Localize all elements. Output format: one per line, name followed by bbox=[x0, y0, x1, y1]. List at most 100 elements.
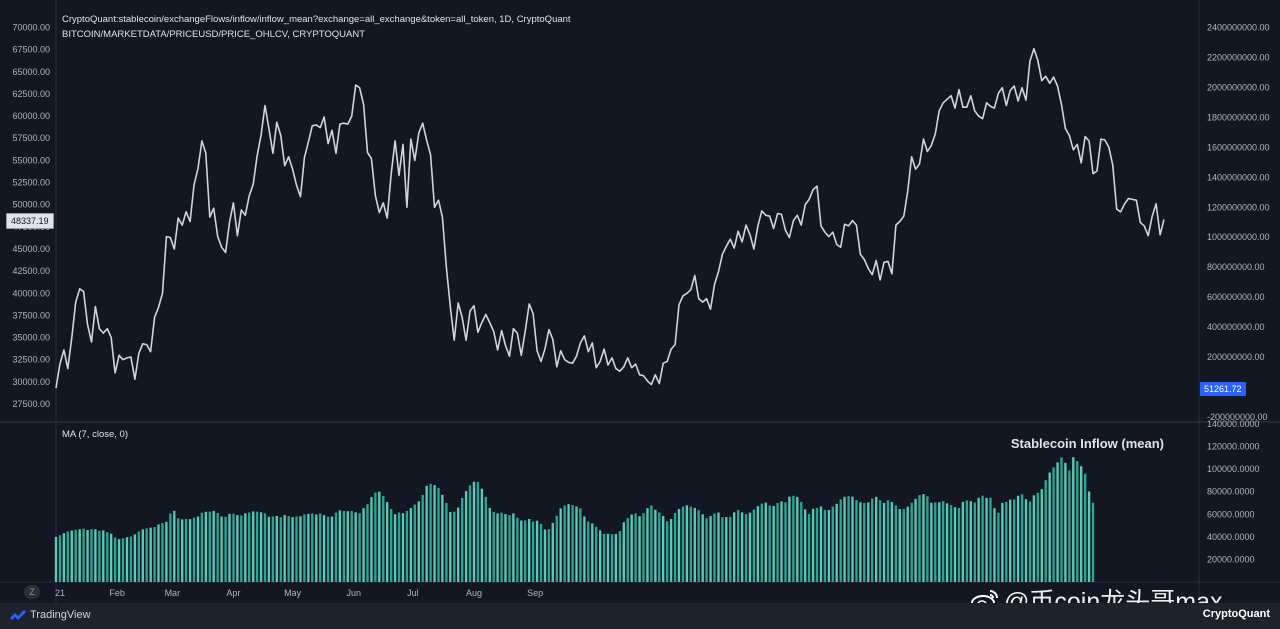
inflow-bar bbox=[551, 522, 554, 582]
inflow-bar bbox=[279, 517, 282, 582]
inflow-bar bbox=[315, 514, 318, 582]
inflow-bar bbox=[82, 528, 85, 582]
inflow-bar bbox=[729, 516, 732, 582]
inflow-bar bbox=[764, 502, 767, 582]
inflow-bar bbox=[196, 516, 200, 582]
inflow-bar bbox=[133, 534, 137, 582]
header-series-line1[interactable]: CryptoQuant:stablecoin/exchangeFlows/inf… bbox=[62, 14, 571, 25]
inflow-axis-tick-label: 60000.0000 bbox=[1207, 509, 1255, 519]
inflow-bar bbox=[654, 509, 657, 582]
right-axis-tick-label: 2000000000.00 bbox=[1207, 82, 1270, 92]
inflow-bar bbox=[319, 513, 322, 582]
inflow-bar bbox=[484, 496, 487, 582]
tradingview-label: TradingView bbox=[30, 609, 91, 621]
inflow-bar bbox=[855, 500, 858, 582]
inflow-bar bbox=[165, 521, 168, 582]
inflow-bar bbox=[942, 501, 945, 582]
btc-price-line bbox=[55, 47, 1165, 389]
inflow-bar bbox=[330, 516, 334, 582]
inflow-bar bbox=[583, 516, 586, 582]
inflow-bar bbox=[831, 506, 834, 582]
inflow-bar bbox=[161, 523, 164, 582]
inflow-bar bbox=[433, 485, 436, 582]
inflow-bar bbox=[780, 501, 783, 582]
inflow-bar bbox=[610, 534, 614, 582]
right-axis-tick-label: 2400000000.00 bbox=[1207, 23, 1270, 33]
right-axis-tick-label: -200000000.00 bbox=[1207, 412, 1268, 422]
inflow-bar bbox=[606, 533, 610, 582]
inflow-bar bbox=[216, 513, 219, 582]
inflow-bar bbox=[681, 506, 685, 582]
inflow-bar bbox=[1028, 501, 1032, 582]
inflow-bar bbox=[1056, 462, 1059, 582]
ma-indicator-label[interactable]: MA (7, close, 0) bbox=[62, 429, 128, 440]
inflow-bar bbox=[969, 501, 972, 582]
inflow-bar bbox=[393, 514, 397, 582]
inflow-bar bbox=[200, 512, 204, 582]
inflow-bar bbox=[563, 505, 566, 582]
inflow-bar bbox=[535, 520, 539, 582]
right-axis-tick-label: 1600000000.00 bbox=[1207, 142, 1270, 152]
inflow-bar bbox=[1060, 457, 1063, 582]
tradingview-logo[interactable]: TradingView bbox=[10, 609, 91, 621]
inflow-bar bbox=[973, 502, 976, 582]
right-axis-tick-label: 2200000000.00 bbox=[1207, 52, 1270, 62]
inflow-bar bbox=[157, 524, 160, 582]
inflow-bar bbox=[106, 532, 109, 582]
inflow-bar bbox=[701, 514, 704, 582]
price-axis-tick-label: 52500.00 bbox=[12, 178, 50, 188]
zoom-reset-button[interactable]: Z bbox=[24, 585, 40, 599]
inflow-bar bbox=[1024, 499, 1028, 582]
inflow-bar bbox=[1087, 491, 1091, 582]
inflow-bar bbox=[669, 519, 673, 582]
inflow-bar bbox=[599, 530, 602, 582]
inflow-bar bbox=[102, 530, 105, 582]
inflow-bar bbox=[788, 496, 791, 582]
inflow-bar bbox=[835, 503, 838, 582]
inflow-bar bbox=[965, 500, 969, 582]
inflow-bar bbox=[709, 516, 712, 582]
inflow-bar bbox=[259, 512, 263, 582]
inflow-bar bbox=[547, 529, 551, 582]
inflow-bar bbox=[212, 510, 215, 582]
inflow-bar bbox=[1064, 462, 1067, 582]
right-axis-tick-label: 400000000.00 bbox=[1207, 322, 1265, 332]
inflow-bar bbox=[397, 512, 401, 582]
inflow-bar bbox=[78, 529, 81, 582]
inflow-bar bbox=[421, 494, 424, 582]
inflow-bar bbox=[129, 536, 133, 582]
inflow-bar bbox=[508, 515, 511, 582]
inflow-bar bbox=[863, 503, 866, 582]
right-axis-tick-label: 800000000.00 bbox=[1207, 262, 1265, 272]
inflow-bar bbox=[685, 505, 689, 582]
inflow-bar bbox=[658, 512, 661, 582]
inflow-bar bbox=[622, 522, 625, 582]
inflow-bar bbox=[291, 517, 294, 582]
inflow-bar bbox=[894, 505, 898, 582]
inflow-bar bbox=[504, 514, 507, 582]
inflow-bar bbox=[618, 531, 622, 582]
inflow-bar bbox=[693, 507, 696, 582]
inflow-bar bbox=[153, 527, 156, 582]
inflow-bar bbox=[705, 518, 708, 582]
inflow-bar bbox=[1068, 470, 1071, 582]
inflow-bar bbox=[54, 536, 58, 582]
inflow-bar bbox=[173, 510, 176, 582]
right-axis-tick-label: 1400000000.00 bbox=[1207, 172, 1270, 182]
inflow-bar bbox=[1072, 457, 1075, 582]
time-axis-label: Aug bbox=[466, 588, 482, 598]
inflow-bar bbox=[800, 502, 803, 582]
inflow-bar bbox=[453, 511, 456, 582]
inflow-bar bbox=[362, 508, 365, 582]
inflow-bar bbox=[977, 497, 980, 582]
inflow-bar bbox=[953, 507, 957, 582]
inflow-bar bbox=[516, 517, 519, 582]
price-axis-tick-label: 50000.00 bbox=[12, 200, 50, 210]
price-axis-tick-label: 45000.00 bbox=[12, 244, 50, 254]
inflow-bar bbox=[539, 523, 543, 582]
header-series-line2[interactable]: BITCOIN/MARKETDATA/PRICEUSD/PRICE_OHLCV,… bbox=[62, 29, 365, 40]
inflow-bar bbox=[737, 510, 740, 582]
inflow-bar bbox=[989, 497, 992, 582]
inflow-axis-tick-label: 80000.0000 bbox=[1207, 487, 1255, 497]
